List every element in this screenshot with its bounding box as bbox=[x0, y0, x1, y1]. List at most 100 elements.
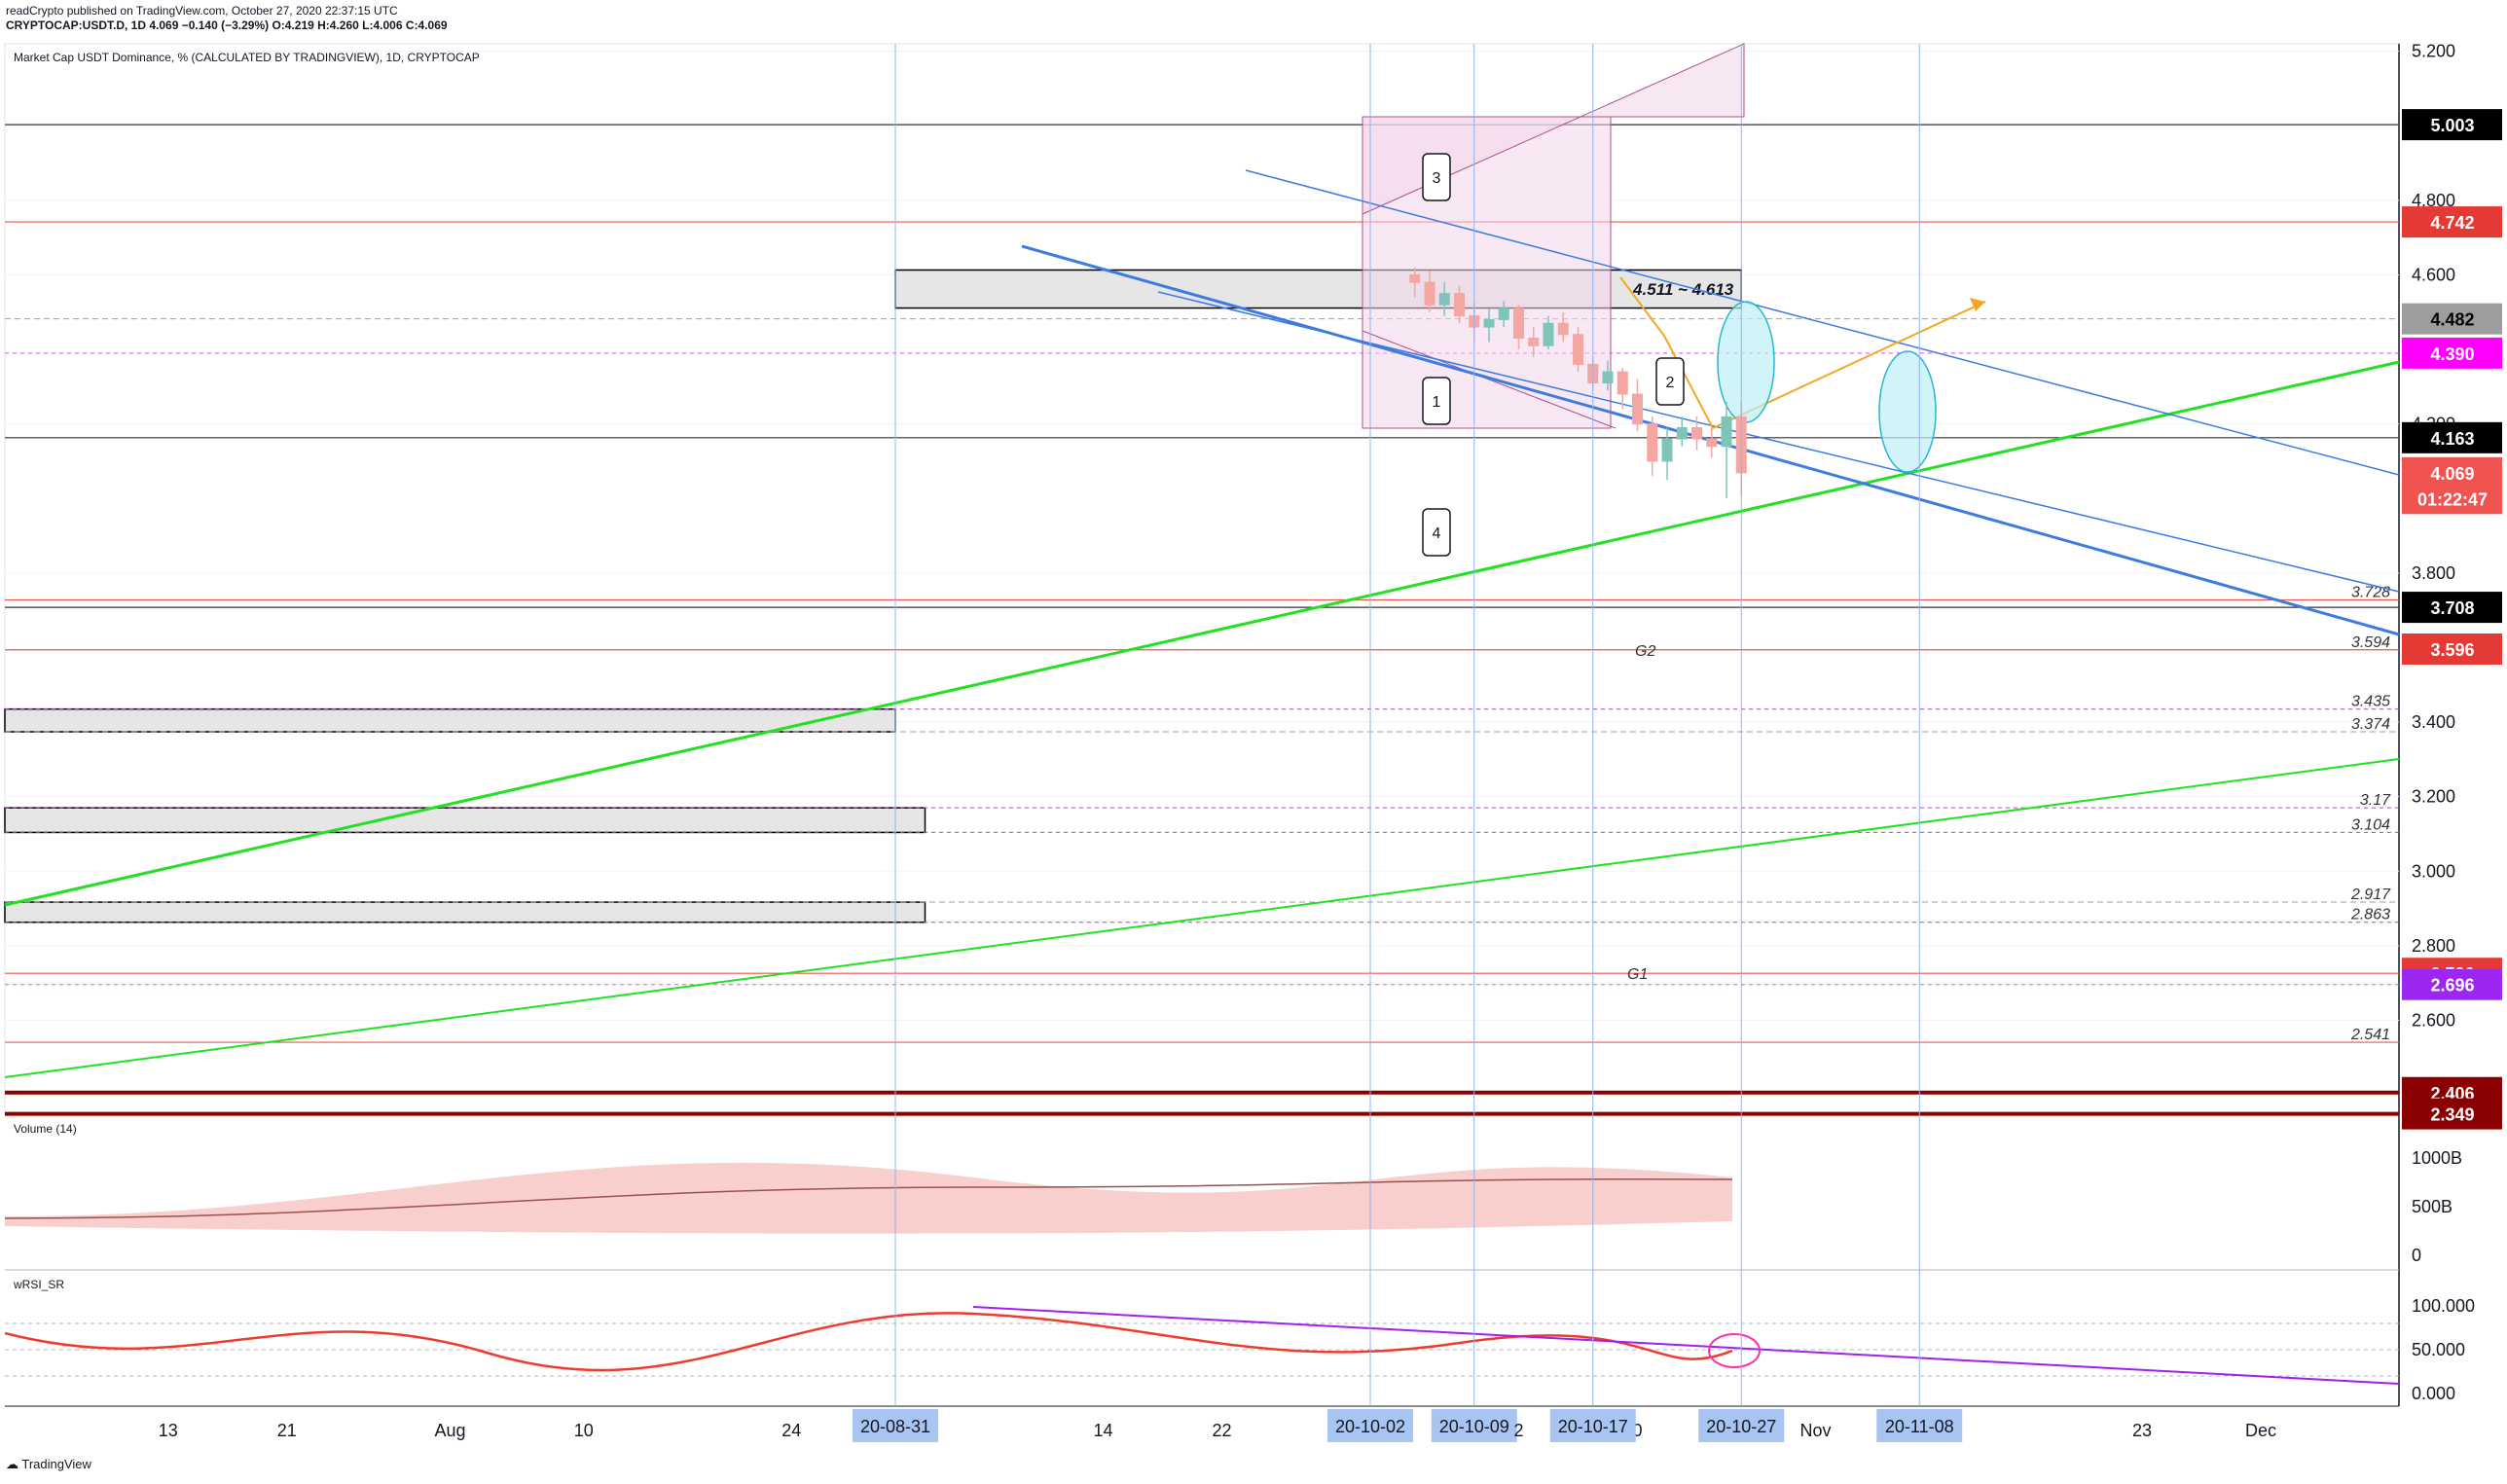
price-tick-label: 2.600 bbox=[2412, 1010, 2455, 1030]
price-tag-bg bbox=[2402, 968, 2502, 1000]
publisher-line: readCrypto published on TradingView.com,… bbox=[6, 4, 398, 18]
candle-body bbox=[1528, 338, 1540, 346]
date-tag-bg bbox=[1431, 1409, 1517, 1442]
price-tag-label: 3.708 bbox=[2430, 598, 2474, 618]
candle-body bbox=[1632, 393, 1643, 425]
price-tick-label: 4.800 bbox=[2412, 191, 2455, 210]
rsi-tick-label: 100.000 bbox=[2412, 1296, 2475, 1316]
price-tick-label: 4.600 bbox=[2412, 265, 2455, 284]
candle-body bbox=[1617, 371, 1628, 395]
rsi-title: wRSI_SR bbox=[13, 1278, 64, 1291]
candle-body bbox=[1409, 273, 1421, 283]
volume-tick-label: 0 bbox=[2412, 1246, 2421, 1265]
time-tick-label: 24 bbox=[781, 1421, 801, 1440]
level-label: 3.17 bbox=[2360, 792, 2391, 809]
price-tick-label: 3.200 bbox=[2412, 787, 2455, 807]
time-tick-label: 14 bbox=[1093, 1421, 1112, 1440]
pink-triangle bbox=[1362, 43, 1745, 215]
candle-body bbox=[1498, 308, 1509, 320]
date-tag-label: 20-10-17 bbox=[1558, 1417, 1628, 1436]
time-tick-label: 0 bbox=[1632, 1421, 1642, 1440]
tradingview-cloud-icon: ☁ bbox=[6, 1457, 18, 1471]
price-tag-label: 5.003 bbox=[2430, 116, 2474, 135]
price-tag-label: 01:22:47 bbox=[2417, 489, 2488, 509]
logo-text: TradingView bbox=[21, 1457, 91, 1471]
price-tick-label: 3.400 bbox=[2412, 712, 2455, 732]
main-pane bbox=[4, 43, 2400, 1115]
zone-box bbox=[4, 707, 896, 733]
cyan-ellipse-right bbox=[1878, 350, 1937, 473]
price-ticks: 5.2004.8004.6004.2003.8003.4003.2003.000… bbox=[2412, 42, 2455, 1031]
candle-body bbox=[1513, 308, 1524, 340]
price-tick-label: 2.800 bbox=[2412, 936, 2455, 956]
price-tag-label: 4.069 bbox=[2430, 464, 2474, 484]
blue-channel-bottom bbox=[1157, 291, 2400, 593]
candle-body bbox=[1706, 438, 1718, 448]
tradingview-logo[interactable]: ☁ TradingView bbox=[6, 1457, 91, 1472]
price-tag-bg bbox=[2402, 421, 2502, 453]
date-tag-label: 20-08-31 bbox=[860, 1417, 930, 1436]
time-tick-label: Dec bbox=[2245, 1421, 2276, 1440]
date-tag-label: 20-10-27 bbox=[1706, 1417, 1776, 1436]
price-tag-bg bbox=[2402, 303, 2502, 335]
label-g1: G1 bbox=[1627, 966, 1648, 983]
rsi-highlight-ellipse bbox=[1708, 1333, 1761, 1368]
time-tick-label: 22 bbox=[1212, 1421, 1231, 1440]
chart-title: Market Cap USDT Dominance, % (CALCULATED… bbox=[14, 51, 480, 64]
candle-body bbox=[1438, 293, 1450, 306]
zone-box bbox=[4, 901, 926, 923]
zone-label: 4.511 ~ 4.613 bbox=[1632, 280, 1734, 299]
candle-body bbox=[1647, 423, 1658, 462]
date-tag-bg bbox=[1876, 1409, 1963, 1442]
blue-channel-top bbox=[1245, 169, 2400, 476]
date-tag-label: 20-10-09 bbox=[1439, 1417, 1509, 1436]
level-label: 2.917 bbox=[2350, 887, 2391, 903]
price-tag-bg bbox=[2402, 633, 2502, 665]
price-tag-bg bbox=[2402, 109, 2502, 141]
level-label: 3.594 bbox=[2351, 634, 2390, 651]
price-tags: 5.003 4.742 4.482 4.390 4.163 4.069 01:22:47 3.… bbox=[2402, 109, 2502, 1130]
price-tick-label: 5.200 bbox=[2412, 42, 2455, 61]
callout-label: 4 bbox=[1433, 525, 1441, 542]
callout-label: 1 bbox=[1433, 394, 1441, 411]
candle-body bbox=[1424, 281, 1435, 306]
price-tag-label: 3.596 bbox=[2430, 640, 2474, 660]
callout-box bbox=[1422, 153, 1451, 201]
price-tag-label: 4.163 bbox=[2430, 429, 2474, 449]
price-tag-bg bbox=[2402, 337, 2502, 369]
level-label: 3.728 bbox=[2351, 584, 2390, 600]
price-tick-label: 3.000 bbox=[2412, 861, 2455, 881]
time-tick-label: 21 bbox=[277, 1421, 297, 1440]
date-tag-label: 20-10-02 bbox=[1335, 1417, 1405, 1436]
time-tick-label: 10 bbox=[574, 1421, 594, 1440]
date-tag-bg bbox=[1327, 1409, 1413, 1442]
price-tick-label: 3.800 bbox=[2412, 563, 2455, 583]
candle-body bbox=[1661, 438, 1673, 462]
date-tag-bg bbox=[853, 1409, 938, 1442]
callout-box bbox=[1422, 377, 1451, 425]
horizontal-levels: 3.728 3.594 3.435 3.374 3.17 3.104 2.917 2.863 2… bbox=[5, 124, 2399, 1116]
time-axis: 13 21 Aug 10 24 14 22 0 Nov 23 Dec bbox=[159, 1421, 2276, 1440]
zone-box bbox=[894, 269, 1742, 309]
chart-header: readCrypto published on TradingView.com,… bbox=[6, 4, 448, 33]
candle-body bbox=[1676, 426, 1688, 440]
candle-body bbox=[1602, 371, 1614, 384]
level-label: 3.374 bbox=[2351, 716, 2390, 733]
callout-label: 3 bbox=[1433, 170, 1441, 187]
orange-arrowhead bbox=[1970, 298, 1985, 311]
green-trendline-lower bbox=[4, 758, 2400, 1078]
callout-box bbox=[1422, 508, 1451, 557]
date-tag-partial: 2 bbox=[1513, 1421, 1523, 1440]
volume-title: Volume (14) bbox=[14, 1122, 77, 1136]
rsi-oscillator: 100.000 50.000 0.000 bbox=[4, 1296, 2475, 1403]
price-tag-bg bbox=[2402, 206, 2502, 238]
pink-diagonal bbox=[1362, 330, 1617, 429]
vertical-markers: 20-08-31 20-10-02 20-10-09 20-10-17 20-10-27… bbox=[853, 44, 1963, 1442]
green-trendline-upper bbox=[4, 360, 2400, 907]
volume-tick-label: 500B bbox=[2412, 1197, 2452, 1216]
date-tag-bg bbox=[1549, 1409, 1636, 1442]
orange-projection bbox=[1619, 276, 1986, 430]
candle-body bbox=[1573, 334, 1583, 365]
ohlc-line: CRYPTOCAP:USDT.D, 1D 4.069 −0.140 (−3.29… bbox=[6, 18, 448, 32]
